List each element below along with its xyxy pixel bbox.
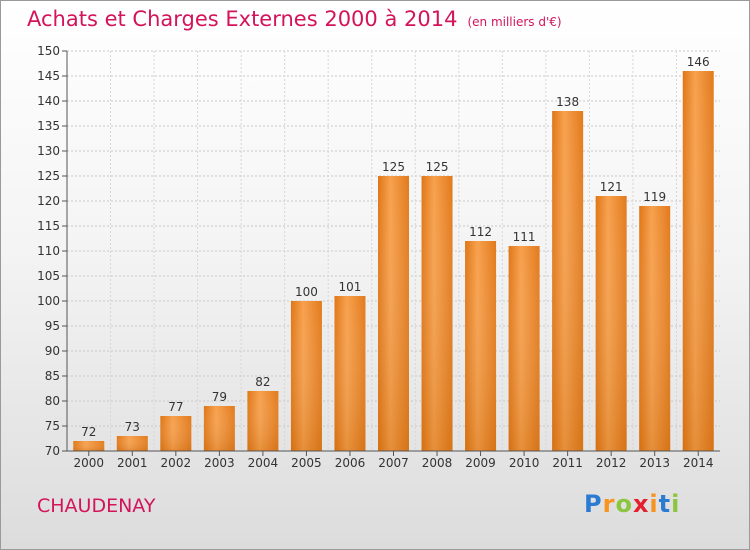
x-tick-label: 2014 [683, 456, 714, 470]
y-tick-label: 110 [37, 244, 60, 258]
data-label: 72 [81, 425, 96, 439]
bar-shade-2009 [465, 241, 497, 451]
y-tick-label: 135 [37, 119, 60, 133]
y-tick-label: 100 [37, 294, 60, 308]
data-label: 111 [513, 230, 536, 244]
x-tick-label: 2002 [161, 456, 192, 470]
bar-shade-2006 [334, 296, 366, 451]
bar-shade-2012 [595, 196, 627, 451]
data-label: 73 [125, 420, 140, 434]
y-tick-label: 150 [37, 44, 60, 58]
logo-letter: i [649, 490, 659, 518]
x-tick-label: 2007 [378, 456, 409, 470]
x-tick-label: 2006 [335, 456, 366, 470]
bar-shade-2008 [421, 176, 453, 451]
y-tick-label: 75 [45, 419, 60, 433]
data-label: 125 [426, 160, 449, 174]
y-tick-label: 115 [37, 219, 60, 233]
bar-shade-2010 [508, 246, 540, 451]
logo-letter: o [615, 490, 633, 518]
x-tick-label: 2005 [291, 456, 322, 470]
y-tick-label: 140 [37, 94, 60, 108]
x-tick-label: 2013 [639, 456, 670, 470]
x-tick-label: 2003 [204, 456, 235, 470]
logo-letter: i [671, 490, 681, 518]
data-label: 138 [556, 95, 579, 109]
data-label: 77 [168, 400, 183, 414]
chart-title: Achats et Charges Externes 2000 à 2014 (e… [27, 7, 562, 31]
x-tick-label: 2009 [465, 456, 496, 470]
bar-shade-2014 [682, 71, 714, 451]
proxiti-logo: Proxiti [584, 490, 680, 518]
logo-letter: t [658, 490, 672, 518]
x-tick-label: 2008 [422, 456, 453, 470]
bar-shade-2000 [73, 441, 105, 451]
data-label: 125 [382, 160, 405, 174]
bar-shade-2005 [290, 301, 322, 451]
x-tick-label: 2001 [117, 456, 148, 470]
bar-shade-2002 [160, 416, 192, 451]
data-label: 112 [469, 225, 492, 239]
data-label: 119 [643, 190, 666, 204]
bar-shade-2003 [203, 406, 235, 451]
x-tick-label: 2011 [552, 456, 583, 470]
x-tick-label: 2004 [248, 456, 279, 470]
y-tick-label: 105 [37, 269, 60, 283]
data-label: 82 [255, 375, 270, 389]
data-label: 100 [295, 285, 318, 299]
data-label: 101 [339, 280, 362, 294]
logo-letter: x [632, 490, 650, 518]
bar-shade-2011 [552, 111, 584, 451]
logo-letter: r [602, 490, 616, 518]
y-tick-label: 145 [37, 69, 60, 83]
place-name: CHAUDENAY [37, 495, 156, 517]
data-label: 121 [600, 180, 623, 194]
logo-letter: P [584, 490, 603, 518]
bar-shade-2007 [378, 176, 409, 451]
y-tick-label: 85 [45, 369, 60, 383]
y-tick-label: 90 [45, 344, 60, 358]
y-tick-label: 125 [37, 169, 60, 183]
x-tick-label: 2010 [509, 456, 540, 470]
data-label: 79 [212, 390, 227, 404]
data-label: 146 [687, 55, 710, 69]
bar-shade-2013 [639, 206, 671, 451]
y-tick-label: 95 [45, 319, 60, 333]
chart-subtitle: (en milliers d'€) [467, 15, 562, 29]
y-tick-label: 120 [37, 194, 60, 208]
x-tick-label: 2000 [73, 456, 104, 470]
bar-shade-2001 [116, 436, 148, 451]
bar-shade-2004 [247, 391, 279, 451]
y-tick-label: 70 [45, 444, 60, 458]
x-tick-label: 2012 [596, 456, 627, 470]
y-tick-label: 130 [37, 144, 60, 158]
y-tick-label: 80 [45, 394, 60, 408]
